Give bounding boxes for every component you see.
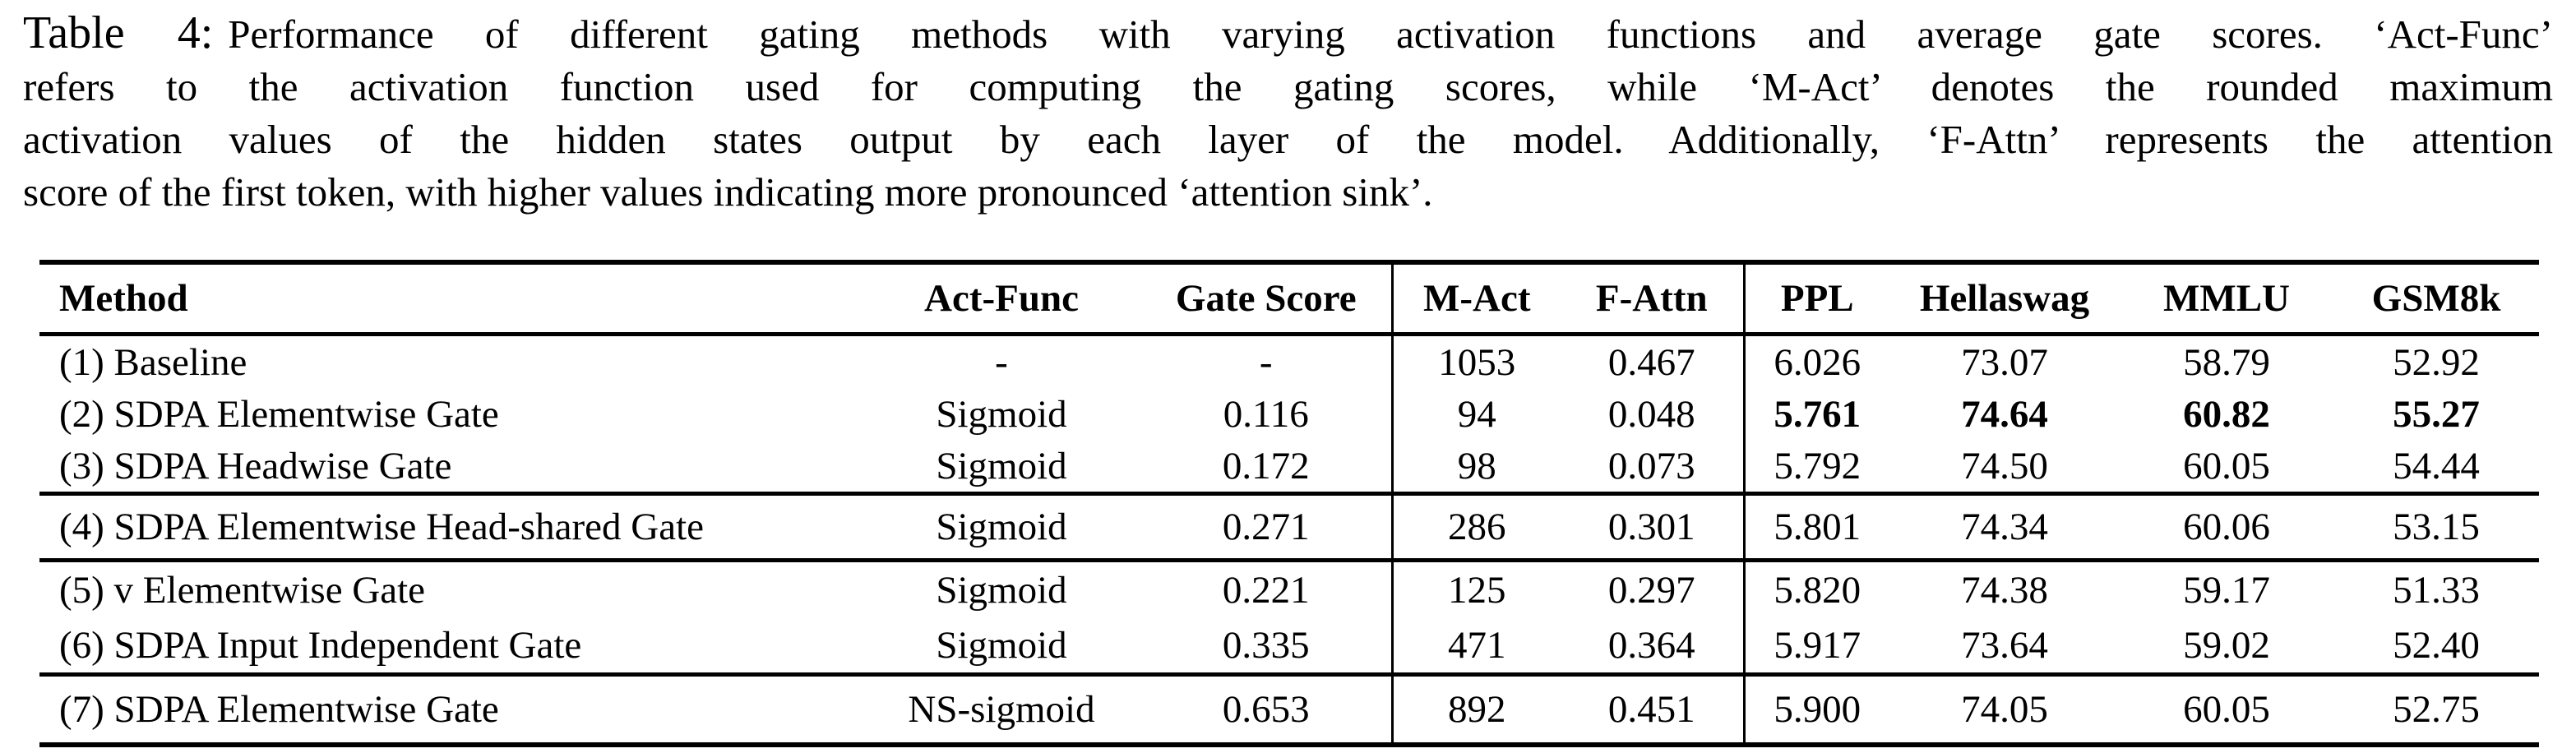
table-cell: 892 xyxy=(1390,674,1561,745)
row-group-1: (1) Baseline - - 1053 0.467 6.026 73.07 58.79 52… xyxy=(39,334,2539,494)
table-cell: 53.15 xyxy=(2393,506,2480,548)
column-header-f-attn: F-Attn xyxy=(1595,277,1708,320)
column-header-gate-score: Gate Score xyxy=(1175,277,1357,320)
column-header-ppl: PPL xyxy=(1742,262,1889,335)
table-cell: 51.33 xyxy=(2393,568,2480,612)
table-row: (7) SDPA Elementwise Gate NS-sigmoid 0.653… xyxy=(39,674,2539,745)
table-cell: NS-sigmoid xyxy=(908,688,1095,731)
table-cell: 59.02 xyxy=(2183,623,2270,667)
table-cell: 74.34 xyxy=(1961,506,2048,548)
table-cell: 6.026 xyxy=(1742,334,1889,388)
table-cell: 0.073 xyxy=(1607,444,1695,487)
table-cell: 74.05 xyxy=(1961,688,2048,731)
table-cell: 5.917 xyxy=(1742,617,1889,675)
row-group-4: (7) SDPA Elementwise Gate NS-sigmoid 0.653… xyxy=(39,674,2539,745)
results-table: Method Act-Func Gate Score M-Act F-Attn PPL He… xyxy=(39,260,2539,747)
caption-line-1: Table 4: Performance of different gating … xyxy=(23,7,2553,61)
table-cell: 0.467 xyxy=(1607,340,1695,384)
table-cell: 0.451 xyxy=(1607,688,1695,731)
table-header-row: Method Act-Func Gate Score M-Act F-Attn PPL He… xyxy=(39,262,2539,335)
table-cell: 74.50 xyxy=(1961,444,2048,487)
table-cell: 52.92 xyxy=(2393,340,2480,384)
table-cell: 60.05 xyxy=(2183,688,2270,731)
table-cell: 60.82 xyxy=(2183,392,2270,436)
table-cell: (5) v Elementwise Gate xyxy=(59,568,426,612)
table-caption: Table 4: Performance of different gating … xyxy=(23,7,2553,219)
table-row: (6) SDPA Input Independent Gate Sigmoid 0.… xyxy=(39,617,2539,675)
table-cell: 60.05 xyxy=(2183,444,2270,487)
column-header-method: Method xyxy=(59,277,188,320)
table-cell: 60.06 xyxy=(2183,506,2270,548)
table-cell: 74.64 xyxy=(1961,392,2048,436)
table-header: Method Act-Func Gate Score M-Act F-Attn PPL He… xyxy=(39,262,2539,335)
table-cell: 5.792 xyxy=(1742,440,1889,494)
table-cell: 73.64 xyxy=(1961,623,2048,667)
column-header-gsm8k: GSM8k xyxy=(2371,277,2501,320)
table-cell: 5.900 xyxy=(1742,674,1889,745)
caption-line-4: score of the first token, with higher va… xyxy=(23,169,1433,215)
caption-line-2: refers to the activation function used f… xyxy=(23,64,2553,109)
table-cell: 0.301 xyxy=(1607,506,1695,548)
table-cell: (1) Baseline xyxy=(59,340,247,384)
table-cell: 54.44 xyxy=(2393,444,2480,487)
table-cell: 0.364 xyxy=(1607,623,1695,667)
table-cell: 74.38 xyxy=(1961,568,2048,612)
table-cell: 5.801 xyxy=(1742,493,1889,561)
table-cell: 0.271 xyxy=(1222,506,1310,548)
table-cell: 73.07 xyxy=(1961,340,2048,384)
table-cell: (3) SDPA Headwise Gate xyxy=(59,444,452,487)
table-cell: Sigmoid xyxy=(936,568,1067,612)
table-cell: 471 xyxy=(1390,617,1561,675)
table-cell: - xyxy=(1259,340,1273,384)
table-cell: Sigmoid xyxy=(936,392,1067,436)
table-cell: 5.761 xyxy=(1742,388,1889,440)
table-cell: 0.335 xyxy=(1222,623,1310,667)
table-cell: Sigmoid xyxy=(936,506,1067,548)
table-cell: 0.116 xyxy=(1223,392,1309,436)
table-cell: 0.221 xyxy=(1222,568,1310,612)
row-group-2: (4) SDPA Elementwise Head-shared Gate Sig… xyxy=(39,493,2539,561)
table-row: (3) SDPA Headwise Gate Sigmoid 0.172 98 0.07… xyxy=(39,440,2539,494)
table-row: (1) Baseline - - 1053 0.467 6.026 73.07 58.79 52… xyxy=(39,334,2539,388)
table-row: (2) SDPA Elementwise Gate Sigmoid 0.116 94 0… xyxy=(39,388,2539,440)
table-cell: 59.17 xyxy=(2183,568,2270,612)
table-cell: 58.79 xyxy=(2183,340,2270,384)
table-cell: 0.297 xyxy=(1607,568,1695,612)
column-header-m-act: M-Act xyxy=(1390,262,1561,335)
table-cell: 0.653 xyxy=(1222,688,1310,731)
table-cell: (4) SDPA Elementwise Head-shared Gate xyxy=(59,506,705,548)
table-cell: Sigmoid xyxy=(936,623,1067,667)
column-header-hellaswag: Hellaswag xyxy=(1919,277,2090,320)
row-group-3: (5) v Elementwise Gate Sigmoid 0.221 125 0.2… xyxy=(39,560,2539,675)
table-cell: 55.27 xyxy=(2393,392,2480,436)
column-header-act-func: Act-Func xyxy=(924,277,1079,320)
table-cell: 5.820 xyxy=(1742,560,1889,617)
table-cell: 52.75 xyxy=(2393,688,2480,731)
caption-text-1: Performance of different gating methods … xyxy=(228,12,2553,57)
table-cell: (7) SDPA Elementwise Gate xyxy=(59,688,499,731)
table-cell: 0.172 xyxy=(1222,444,1310,487)
table-cell: 125 xyxy=(1390,560,1561,617)
table-cell: Sigmoid xyxy=(936,444,1067,487)
caption-label: Table 4: xyxy=(23,7,214,58)
table-cell: 52.40 xyxy=(2393,623,2480,667)
table-cell: 94 xyxy=(1390,388,1561,440)
caption-line-3: activation values of the hidden states o… xyxy=(23,117,2553,162)
table-cell: - xyxy=(995,340,1008,384)
table-cell: 98 xyxy=(1390,440,1561,494)
table-row: (4) SDPA Elementwise Head-shared Gate Sig… xyxy=(39,493,2539,561)
table-cell: (2) SDPA Elementwise Gate xyxy=(59,392,499,436)
table-cell: 0.048 xyxy=(1607,392,1695,436)
column-header-mmlu: MMLU xyxy=(2162,277,2290,320)
table-row: (5) v Elementwise Gate Sigmoid 0.221 125 0.2… xyxy=(39,560,2539,617)
table-cell: 286 xyxy=(1390,493,1561,561)
table-cell: 1053 xyxy=(1390,334,1561,388)
table-cell: (6) SDPA Input Independent Gate xyxy=(59,623,582,667)
